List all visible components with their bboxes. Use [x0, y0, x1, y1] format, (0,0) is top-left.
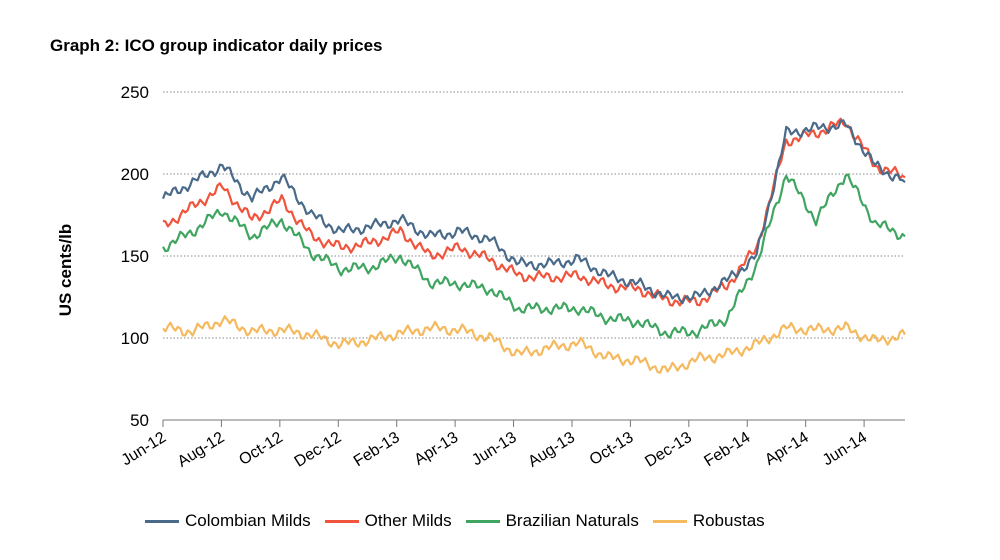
x-tick-label: Dec-12: [292, 429, 345, 471]
legend-swatch: [652, 519, 687, 523]
x-tick-label: Feb-14: [701, 429, 753, 470]
chart-title: Graph 2: ICO group indicator daily price…: [50, 36, 383, 55]
legend-item: Brazilian Naturals: [465, 511, 639, 531]
legend: Colombian Milds Other Milds Brazilian Natu…: [145, 511, 779, 531]
x-tick-label: Oct-12: [236, 429, 286, 469]
legend-label: Robustas: [692, 511, 765, 530]
x-tick-label: Dec-13: [642, 429, 695, 471]
y-tick-label: 250: [121, 83, 149, 102]
legend-item: Robustas: [652, 511, 765, 531]
x-tick-label: Aug-12: [175, 429, 228, 471]
series-line-robustas: [162, 315, 906, 374]
legend-swatch: [145, 519, 179, 523]
legend-label: Brazilian Naturals: [505, 511, 639, 530]
legend-item: Colombian Milds: [145, 511, 311, 531]
legend-swatch: [324, 519, 359, 523]
x-tick-label: Jun-14: [820, 429, 871, 469]
y-tick-label: 200: [121, 165, 149, 184]
x-tick-label: Jun-13: [469, 429, 520, 469]
legend-label: Colombian Milds: [185, 511, 311, 530]
series-line-colombian-milds: [161, 119, 906, 305]
series-line-other-milds: [162, 117, 906, 307]
legend-swatch: [465, 519, 500, 523]
x-tick-label: Apr-13: [412, 429, 462, 469]
y-tick-label: 50: [130, 411, 149, 430]
legend-label: Other Milds: [364, 511, 452, 530]
x-tick-label: Oct-13: [587, 429, 637, 469]
x-tick-label: Apr-14: [762, 429, 812, 469]
y-tick-label: 150: [121, 247, 149, 266]
legend-item: Other Milds: [324, 511, 452, 531]
series-line-brazilian-naturals: [162, 173, 906, 339]
x-tick-label: Feb-13: [351, 429, 403, 470]
x-tick-label: Aug-13: [525, 429, 578, 471]
x-tick-label: Jun-12: [119, 429, 170, 469]
y-tick-label: 100: [121, 329, 149, 348]
